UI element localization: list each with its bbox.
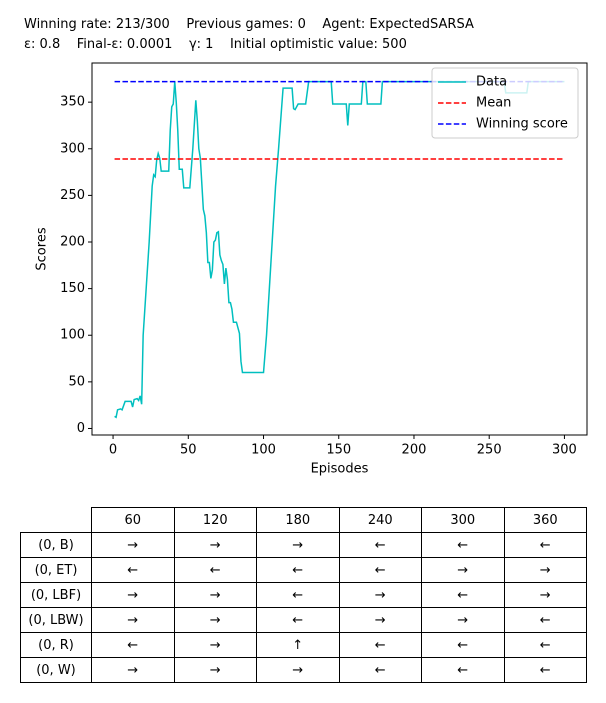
cell: ← (256, 582, 340, 608)
cell: → (91, 582, 175, 608)
cell: ← (503, 657, 587, 683)
legend-box (431, 67, 579, 139)
cell: ← (503, 607, 587, 633)
y-tick-label: 300 (60, 141, 85, 156)
legend-label: Data (476, 75, 507, 90)
column-header: 120 (173, 507, 257, 533)
cell: → (503, 582, 587, 608)
y-tick-label: 100 (60, 328, 85, 343)
header-line: ε: 0.8 Final-ε: 0.0001 γ: 1 Initial opti… (24, 37, 407, 52)
cell: ← (421, 532, 505, 558)
row-label: (0, W) (20, 657, 92, 683)
cell: ← (256, 607, 340, 633)
corner (20, 507, 92, 533)
policy-table: 60 120 180 240 300 360 (0, B) → → → ← ← ← (0, ET) ← ← ← ←… (20, 507, 587, 683)
cell: ← (256, 557, 340, 583)
cell: → (256, 657, 340, 683)
cell: ← (421, 657, 505, 683)
y-axis-label: Scores (35, 227, 50, 270)
x-tick-label: 250 (477, 443, 502, 458)
chart: 0 50 100 150 200 250 300 0 50 100 150 200 250 300 350 E… (35, 62, 588, 477)
cell: → (338, 607, 422, 633)
cell: ↑ (256, 632, 340, 658)
legend-label: Mean (476, 96, 511, 111)
y-tick-label: 50 (68, 374, 85, 389)
y-tick-label: 200 (60, 235, 85, 250)
cell: → (173, 632, 257, 658)
x-tick-label: 100 (251, 443, 276, 458)
row-label: (0, B) (20, 532, 92, 558)
x-tick-label: 300 (552, 443, 577, 458)
cell: → (173, 582, 257, 608)
legend-label: Winning score (476, 117, 568, 132)
cell: ← (91, 632, 175, 658)
cell: ← (503, 632, 587, 658)
row-label: (0, LBF) (20, 582, 92, 608)
cell: → (421, 557, 505, 583)
cell: → (421, 607, 505, 633)
y-tick-label: 350 (60, 95, 85, 110)
cell: ← (338, 632, 422, 658)
x-tick-label: 150 (326, 443, 351, 458)
table-row: (0, LBF) → → ← → ← → (20, 582, 587, 608)
column-header: 300 (421, 507, 505, 533)
cell: → (91, 657, 175, 683)
cell: ← (173, 557, 257, 583)
header-line: Winning rate: 213/300 Previous games: 0 … (24, 17, 474, 32)
table-row: (0, ET) ← ← ← ← → → (20, 557, 587, 583)
y-tick-label: 150 (60, 281, 85, 296)
cell: → (338, 582, 422, 608)
cell: → (91, 532, 175, 558)
cell: → (256, 532, 340, 558)
y-tick-label: 250 (60, 188, 85, 203)
y-tick-label: 0 (77, 421, 85, 436)
column-header: 360 (503, 507, 587, 533)
cell: ← (421, 582, 505, 608)
plot-frame (91, 62, 588, 436)
cell: ← (338, 657, 422, 683)
row-label: (0, ET) (20, 557, 92, 583)
cell: ← (338, 532, 422, 558)
x-tick-label: 200 (402, 443, 427, 458)
table-row: (0, B) → → → ← ← ← (20, 532, 587, 558)
table-row: (0, R) ← → ↑ ← ← ← (20, 632, 587, 658)
x-tick-label: 50 (180, 443, 197, 458)
cell: → (173, 607, 257, 633)
column-header: 180 (256, 507, 340, 533)
cell: → (173, 532, 257, 558)
cell: → (503, 557, 587, 583)
cell: ← (503, 532, 587, 558)
cell: → (91, 607, 175, 633)
cell: ← (338, 557, 422, 583)
table-row: (0, LBW) → → ← → → ← (20, 607, 587, 633)
column-header: 60 (91, 507, 175, 533)
table-row: (0, W) → → → ← ← ← (20, 657, 587, 683)
cell: ← (421, 632, 505, 658)
column-header: 240 (338, 507, 422, 533)
row-label: (0, LBW) (20, 607, 92, 633)
x-tick-label: 0 (109, 443, 117, 458)
cell: ← (91, 557, 175, 583)
row-label: (0, R) (20, 632, 92, 658)
x-axis-label: Episodes (311, 462, 369, 477)
cell: → (173, 657, 257, 683)
